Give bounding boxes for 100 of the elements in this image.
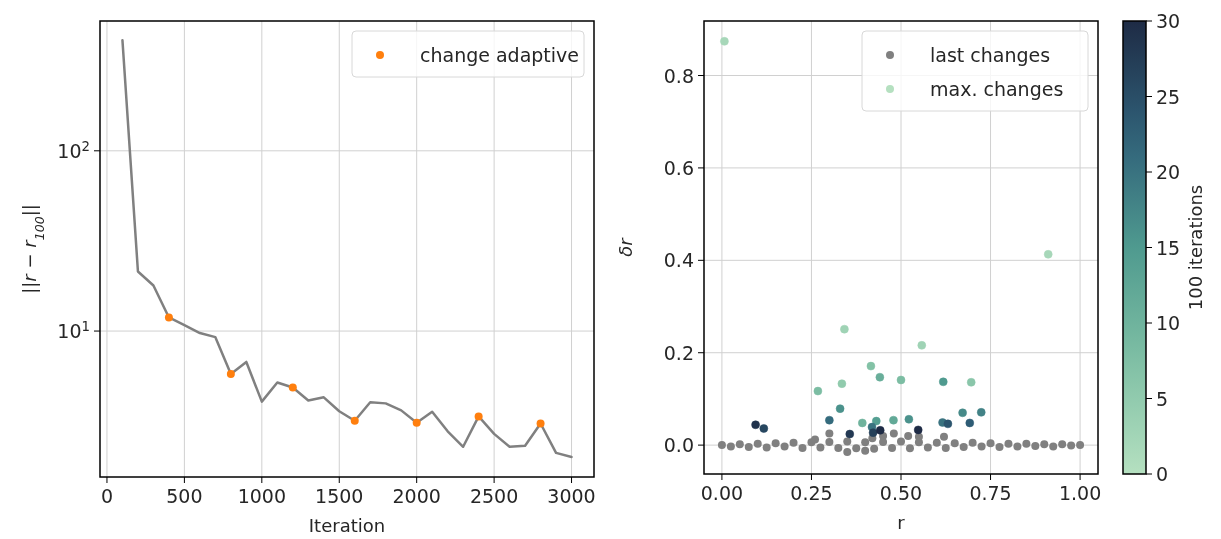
point xyxy=(986,439,995,448)
point xyxy=(888,443,897,452)
y-tick-label: 0.8 xyxy=(663,64,694,87)
point xyxy=(939,432,948,441)
x-tick-label: 0.25 xyxy=(790,482,833,504)
point xyxy=(1049,442,1058,451)
point xyxy=(825,429,834,438)
point xyxy=(843,448,852,457)
point xyxy=(959,442,968,451)
point xyxy=(995,442,1004,451)
point xyxy=(845,429,855,439)
point xyxy=(977,442,986,451)
point xyxy=(917,341,927,350)
point xyxy=(950,439,959,448)
point xyxy=(897,437,905,446)
point xyxy=(1031,442,1040,451)
point xyxy=(840,324,849,334)
point xyxy=(726,442,735,451)
point xyxy=(771,439,780,448)
point xyxy=(889,415,898,425)
point xyxy=(914,432,923,441)
point xyxy=(875,426,885,435)
point xyxy=(861,438,870,447)
point xyxy=(965,418,975,428)
point xyxy=(870,444,879,453)
x-tick-label: 0.50 xyxy=(879,482,923,504)
point xyxy=(753,439,762,448)
x-tick-label: 1000 xyxy=(237,485,287,507)
point xyxy=(744,442,753,451)
legend-label: max. changes xyxy=(930,78,1064,100)
x-tick-label: 3000 xyxy=(547,485,596,507)
point xyxy=(889,429,898,438)
point xyxy=(825,437,834,446)
point xyxy=(861,446,870,455)
y-tick-label: 0.2 xyxy=(663,341,694,364)
y-tick-label: 0.0 xyxy=(663,434,694,457)
point xyxy=(966,378,976,387)
point xyxy=(474,412,483,421)
point xyxy=(816,443,825,452)
point xyxy=(976,408,986,417)
point xyxy=(834,443,843,452)
x-tick-label: 0 xyxy=(100,485,114,507)
x-tick-label: 2000 xyxy=(392,485,441,507)
point xyxy=(811,435,820,444)
point xyxy=(843,437,852,446)
point xyxy=(1004,439,1013,448)
point xyxy=(1022,439,1031,448)
point xyxy=(939,377,948,387)
point xyxy=(835,404,845,413)
point xyxy=(164,313,173,322)
point xyxy=(825,415,834,425)
point xyxy=(1058,440,1067,449)
point xyxy=(1040,440,1049,449)
x-tick-label: 1.00 xyxy=(1058,482,1102,504)
point xyxy=(1076,441,1085,450)
y-tick-label: 10$^{1}$ xyxy=(57,318,90,343)
point xyxy=(720,37,729,46)
y-axis-title: δr xyxy=(615,236,636,257)
point xyxy=(837,379,847,388)
legend-label: change adaptive xyxy=(420,44,580,66)
color-bar-label: 15 xyxy=(1156,236,1181,259)
point xyxy=(288,383,297,392)
point xyxy=(872,416,881,426)
legend-label: last changes xyxy=(930,44,1051,66)
point xyxy=(904,431,913,440)
x-tick-label: 2500 xyxy=(469,485,519,507)
point xyxy=(412,418,421,427)
x-axis-title: Iteration xyxy=(308,515,386,536)
point xyxy=(958,408,967,418)
point xyxy=(866,361,876,371)
y-tick-label: 0.4 xyxy=(663,249,694,272)
color-bar-label: 10 xyxy=(1156,312,1181,334)
point xyxy=(923,443,932,452)
point xyxy=(858,418,867,428)
x-tick-label: 1500 xyxy=(315,485,364,507)
point xyxy=(875,372,885,382)
point xyxy=(968,438,977,447)
point xyxy=(896,375,906,385)
point xyxy=(759,424,769,433)
point xyxy=(813,386,823,396)
y-tick-label: 10$^{2}$ xyxy=(57,138,90,162)
point xyxy=(226,370,235,379)
point xyxy=(798,443,807,452)
x-tick-label: 500 xyxy=(166,485,203,507)
point xyxy=(941,443,950,452)
point xyxy=(943,419,953,429)
color-bar-label: 0 xyxy=(1156,463,1169,485)
x-tick-label: 0.00 xyxy=(700,482,744,504)
color-bar-label: 30 xyxy=(1156,10,1181,32)
point xyxy=(913,425,923,435)
point xyxy=(780,442,789,451)
point xyxy=(868,428,878,437)
point xyxy=(932,438,941,447)
x-axis-title: r xyxy=(897,512,906,533)
point xyxy=(536,419,545,428)
point xyxy=(1043,250,1053,259)
point xyxy=(1067,441,1076,450)
color-bar-title: 100 iterations xyxy=(1185,184,1206,311)
point xyxy=(904,415,914,424)
point xyxy=(1013,442,1022,451)
